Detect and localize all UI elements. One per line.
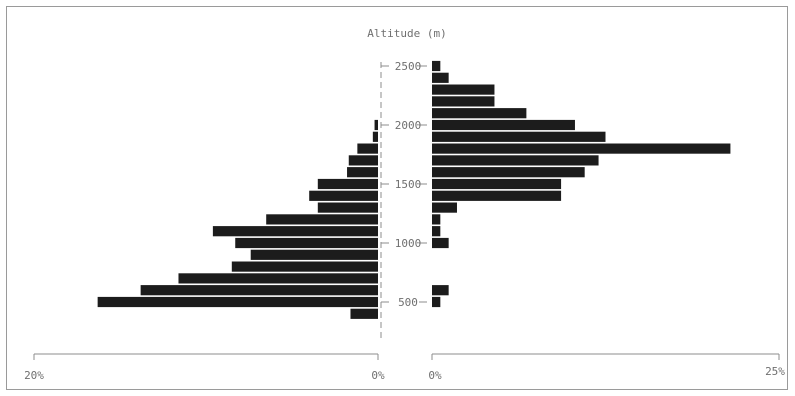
right-bar (432, 167, 585, 178)
right-bar (432, 60, 441, 72)
chart-title: Altitude (m) (367, 27, 446, 40)
right-bar (432, 285, 449, 296)
left-bar (374, 119, 378, 131)
right-bars (432, 60, 731, 308)
left-bar (357, 143, 378, 154)
left-bar (309, 190, 378, 201)
right-bar (432, 131, 606, 142)
altitude-tick-label: 2000 (395, 119, 422, 132)
right-bar (432, 296, 441, 308)
chart-frame: Altitude (m) 20% 0% 0% 25% 500 1000 1500 2000 25… (6, 6, 788, 390)
altitude-tick-label: 500 (398, 296, 418, 309)
right-bar (432, 119, 575, 131)
left-bar (231, 261, 378, 272)
right-bar (432, 214, 441, 225)
altitude-tick-label: 1000 (395, 237, 422, 250)
left-bar (212, 226, 378, 237)
left-bar (97, 296, 378, 308)
left-bar (350, 308, 378, 319)
left-bar (317, 202, 378, 213)
right-x-tick-label-zero: 0% (428, 369, 442, 382)
left-bar (348, 155, 378, 166)
left-bar (178, 273, 378, 284)
right-bar (432, 143, 731, 154)
left-bar (266, 214, 378, 225)
right-bar (432, 72, 449, 83)
right-x-tick-label-max: 25% (765, 365, 785, 378)
axes (33, 62, 780, 360)
ticks: 20% 0% 0% 25% 500 1000 1500 2000 2500 (24, 60, 785, 382)
right-bar (432, 202, 457, 213)
right-bar (432, 190, 562, 201)
left-bar (250, 249, 378, 260)
right-bar (432, 155, 599, 166)
altitude-distribution-chart: Altitude (m) 20% 0% 0% 25% 500 1000 1500 2000 25… (24, 27, 785, 382)
left-bars (97, 119, 378, 319)
right-bar (432, 84, 495, 95)
left-bar (317, 178, 378, 190)
left-x-tick-label-max: 20% (24, 369, 44, 382)
right-bar (432, 226, 441, 237)
right-bar (432, 96, 495, 107)
right-bar (432, 178, 562, 190)
left-bar (347, 167, 378, 178)
altitude-tick-label: 1500 (395, 178, 422, 191)
altitude-tick-label: 2500 (395, 60, 422, 73)
left-bar (140, 285, 378, 296)
left-bar (235, 237, 378, 249)
right-bar (432, 237, 449, 249)
left-bar (372, 131, 378, 142)
right-bar (432, 108, 527, 119)
left-x-tick-label-zero: 0% (371, 369, 385, 382)
